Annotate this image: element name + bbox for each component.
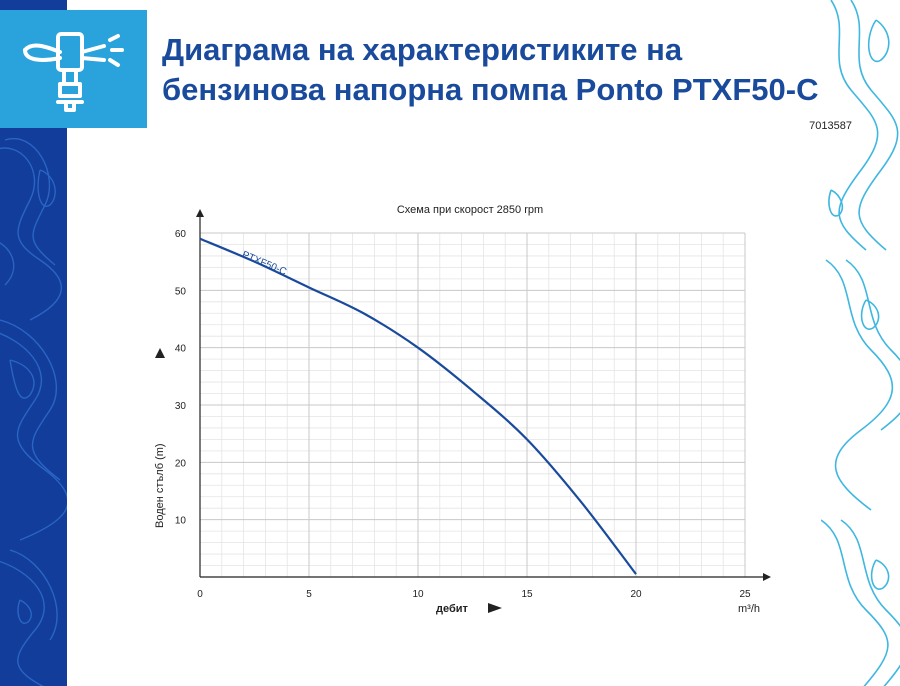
x-tick-label: 15 — [521, 589, 533, 600]
icon-box — [0, 10, 147, 128]
topographic-pattern-right — [821, 0, 900, 686]
y-tick-label: 30 — [175, 401, 187, 412]
chart-title: Схема при скорост 2850 rpm — [397, 204, 543, 216]
x-tick-label: 5 — [306, 589, 312, 600]
y-tick-label: 20 — [175, 458, 187, 469]
page-title: Диаграма на характеристиките на бензинов… — [162, 30, 842, 110]
series-line-PTXF50-C — [199, 237, 637, 575]
x-axis-label: дебит — [436, 603, 469, 615]
sprinkler-icon — [23, 32, 124, 112]
right-decorative-band — [821, 0, 900, 686]
title-line-2: бензинова напорна помпа Ponto PTXF50-C — [162, 72, 819, 107]
x-tick-label: 20 — [630, 589, 642, 600]
chart-axes — [196, 209, 771, 581]
y-axis-arrow-icon — [155, 348, 165, 358]
y-tick-label: 10 — [175, 516, 187, 527]
y-axis-label: Воден стълб (m) — [154, 443, 166, 528]
x-tick-label: 0 — [197, 589, 203, 600]
pump-performance-chart: Схема при скорост 2850 rpm 0 5 10 15 20 25 10 2… — [154, 204, 771, 615]
y-tick-label: 40 — [175, 344, 187, 355]
x-axis-head-icon — [763, 573, 771, 581]
chart-grid — [200, 232, 746, 577]
y-tick-label: 60 — [175, 229, 187, 240]
chart-ticks: 0 5 10 15 20 25 10 20 30 40 50 60 — [175, 229, 751, 600]
topographic-pattern-left — [0, 137, 67, 686]
y-tick-label: 50 — [175, 286, 187, 297]
y-axis-head-icon — [196, 209, 204, 217]
x-tick-label: 25 — [739, 589, 751, 600]
x-tick-label: 10 — [412, 589, 424, 600]
title-line-1: Диаграма на характеристиките на — [162, 32, 683, 67]
x-axis-unit: m³/h — [738, 603, 760, 615]
x-axis-arrow-icon — [488, 603, 502, 613]
product-code: 7013587 — [809, 120, 852, 132]
series-label: PTXF50-C — [240, 249, 288, 277]
